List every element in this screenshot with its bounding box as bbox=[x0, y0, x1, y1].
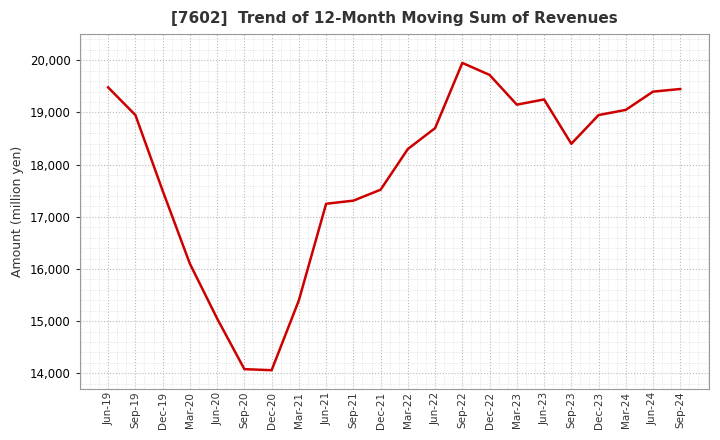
Title: [7602]  Trend of 12-Month Moving Sum of Revenues: [7602] Trend of 12-Month Moving Sum of R… bbox=[171, 11, 618, 26]
Y-axis label: Amount (million yen): Amount (million yen) bbox=[11, 146, 24, 277]
